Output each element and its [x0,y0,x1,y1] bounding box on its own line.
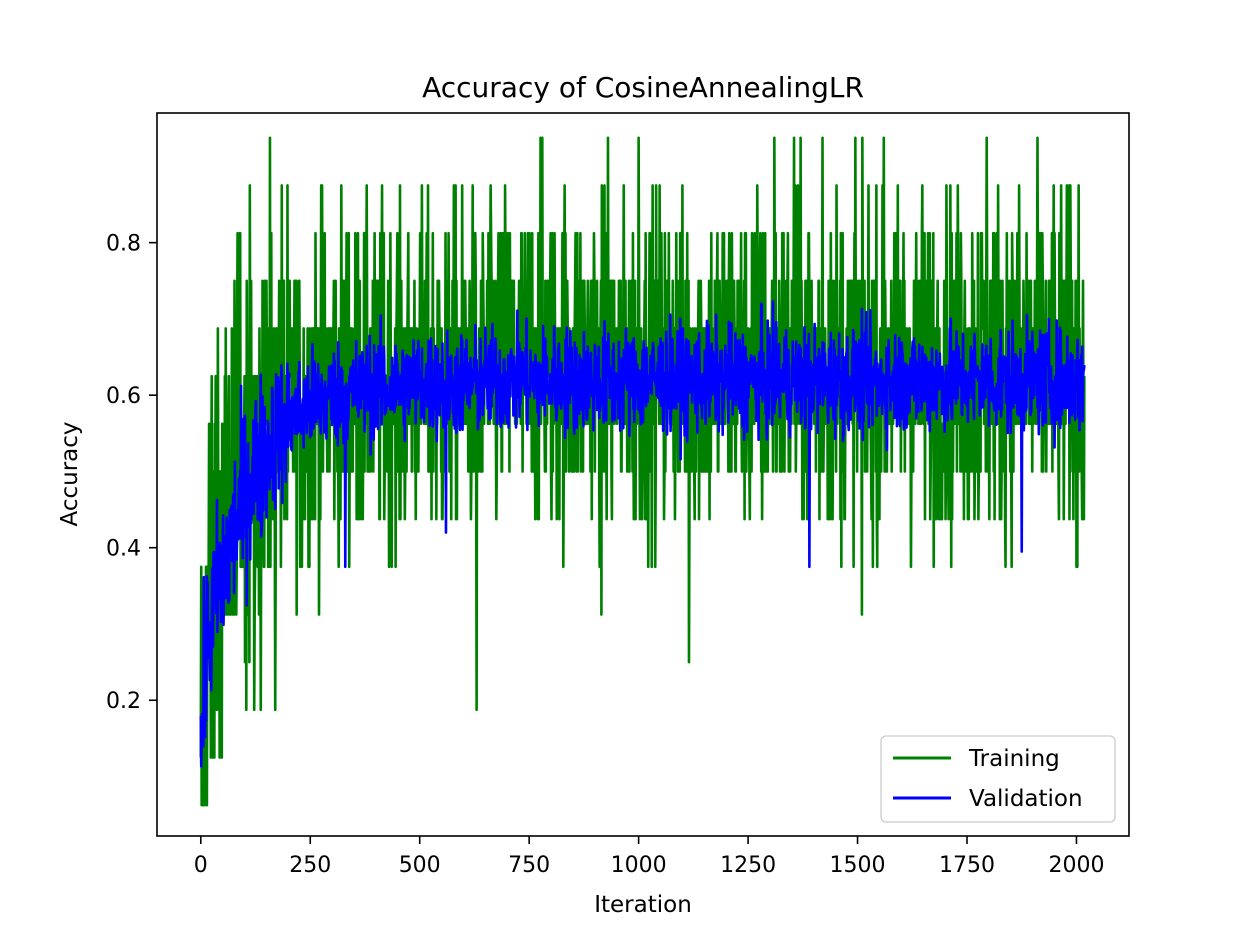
x-tick-label: 750 [508,853,550,878]
legend-label-training: Training [968,746,1060,772]
legend: Training Validation [880,735,1116,823]
x-axis-label: Iteration [594,892,692,918]
chart-title: Accuracy of CosineAnnealingLR [422,71,864,104]
x-tick-label: 1250 [720,853,776,878]
legend-label-validation: Validation [969,786,1083,812]
x-tick-label: 1500 [830,853,886,878]
y-tick-label: 0.6 [106,384,141,409]
x-tick-label: 500 [399,853,441,878]
x-tick-label: 250 [289,853,331,878]
y-tick-label: 0.4 [106,537,141,562]
y-axis-label: Accuracy [57,421,83,526]
x-tick-label: 0 [194,853,208,878]
x-axis-ticks: 0 250 500 750 1000 1250 1500 1750 2000 [194,836,1104,878]
x-tick-label: 1000 [611,853,667,878]
series-line-training [199,136,1086,807]
y-tick-label: 0.8 [106,232,141,257]
y-tick-label: 0.2 [106,689,141,714]
series-line-validation [199,300,1086,768]
y-axis-ticks: 0.2 0.4 0.6 0.8 [106,232,157,714]
plot-area-frame [156,112,1130,837]
x-tick-label: 2000 [1048,853,1104,878]
x-tick-label: 1750 [939,853,995,878]
series-lines [199,136,1086,807]
